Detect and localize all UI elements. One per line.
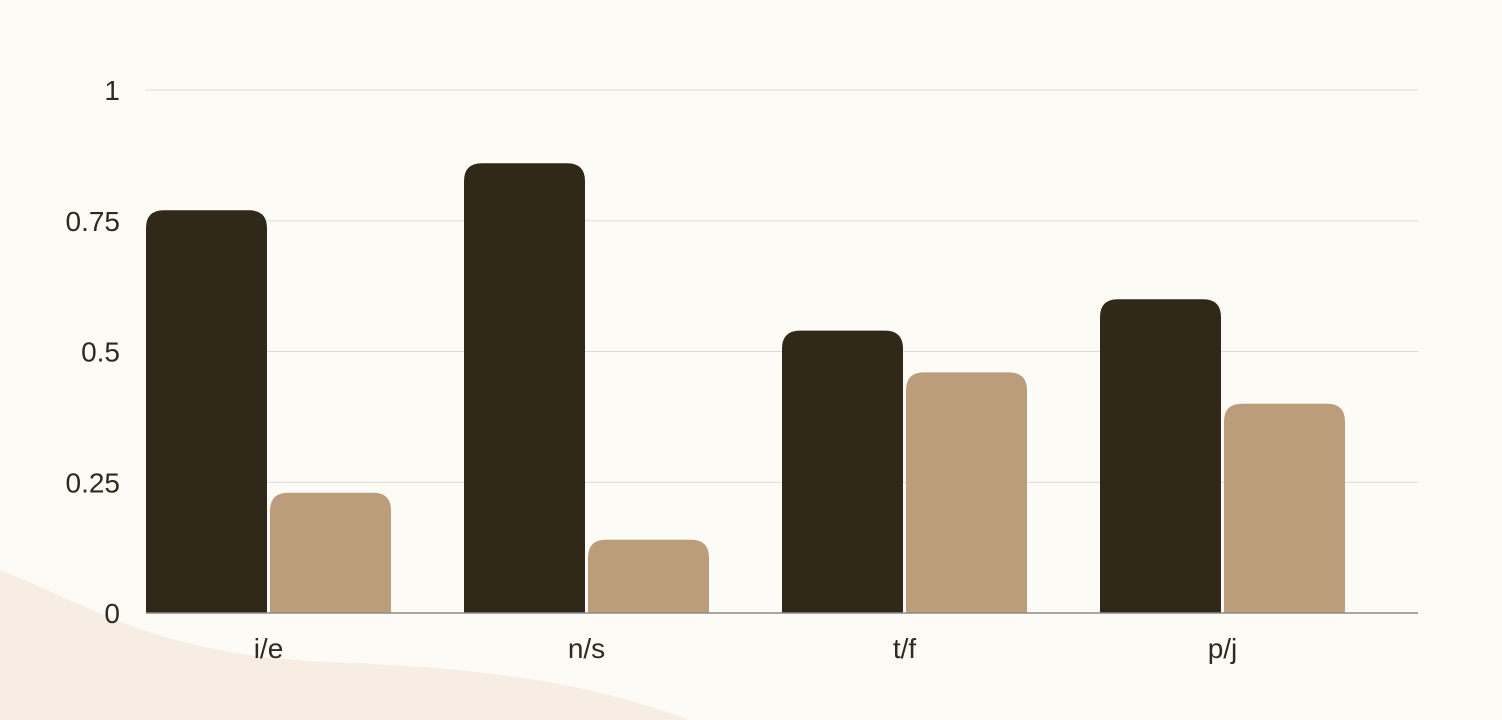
y-tick-label: 0.25 (66, 467, 121, 498)
bars (146, 163, 1345, 614)
bar-p-j-series-2 (1224, 403, 1345, 613)
bar-n-s-series-1 (464, 163, 585, 613)
bar-t-f-series-1 (782, 330, 903, 613)
y-tick-label: 0.5 (81, 337, 120, 368)
bar-i-e-series-1 (146, 210, 267, 614)
x-axis-category-labels: i/e n/s t/f p/j (254, 633, 1238, 664)
bar-t-f-series-2 (906, 372, 1027, 613)
x-category-label: p/j (1208, 633, 1238, 664)
bar-p-j-series-1 (1100, 299, 1221, 613)
y-tick-label: 0 (104, 598, 120, 629)
bar-n-s-series-2 (588, 539, 709, 613)
y-tick-label: 1 (104, 75, 120, 106)
x-category-label: i/e (254, 633, 284, 664)
y-axis-tick-labels: 0 0.25 0.5 0.75 1 (66, 75, 121, 629)
y-tick-label: 0.75 (66, 206, 121, 237)
x-category-label: n/s (568, 633, 605, 664)
bar-i-e-series-2 (270, 492, 391, 613)
x-category-label: t/f (893, 633, 917, 664)
background-wave-decoration (0, 570, 690, 720)
